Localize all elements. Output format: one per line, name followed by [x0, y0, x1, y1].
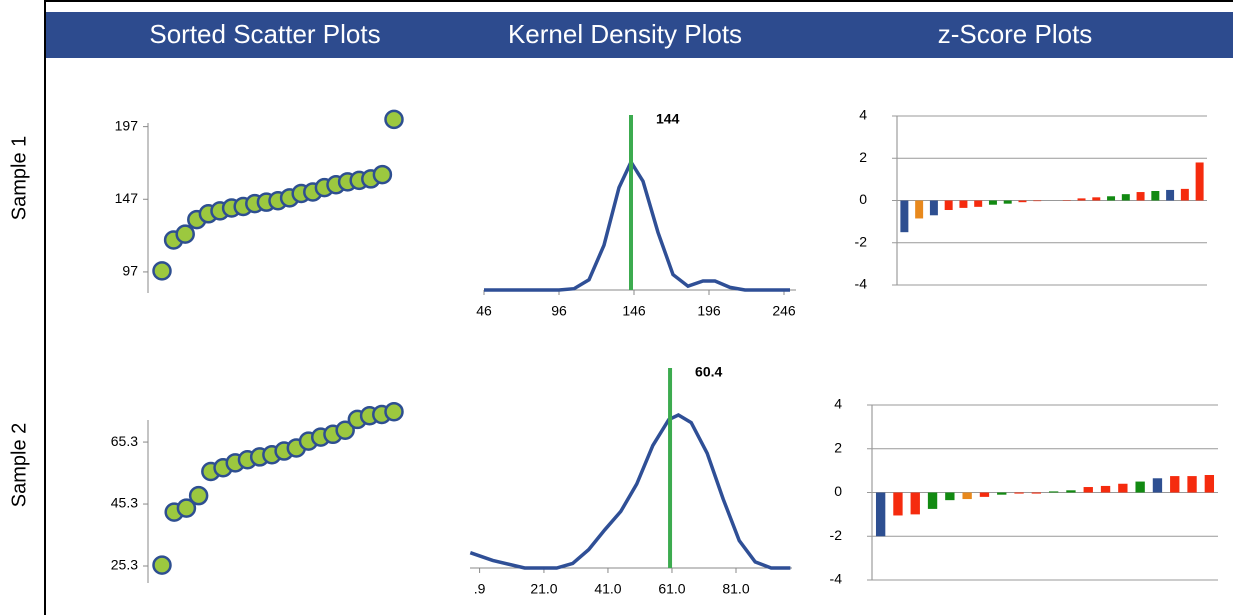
bar — [1066, 490, 1076, 493]
bar — [1170, 476, 1180, 493]
bar — [945, 492, 955, 501]
point — [152, 555, 172, 575]
point — [384, 109, 404, 130]
y-tick-label: 45.3 — [111, 495, 138, 511]
bar — [962, 492, 972, 500]
x-tick-label: 81.0 — [722, 581, 749, 597]
x-tick-label: .9 — [474, 581, 486, 597]
bar — [1033, 200, 1042, 202]
point — [384, 401, 404, 422]
bar — [959, 200, 968, 208]
bar — [893, 492, 903, 516]
bar — [1151, 190, 1160, 201]
bar — [1135, 481, 1145, 493]
y-tick-label: 0 — [859, 191, 867, 207]
bar — [1107, 196, 1116, 201]
bar — [1204, 475, 1215, 493]
bar — [974, 200, 983, 207]
bar — [929, 200, 938, 216]
x-tick-label: 146 — [622, 303, 646, 319]
bar — [1195, 162, 1204, 201]
bar — [1118, 483, 1128, 493]
y-tick-label: 97 — [122, 263, 138, 279]
y-tick-label: 197 — [115, 117, 139, 133]
bar — [1152, 478, 1163, 493]
point — [152, 261, 172, 281]
x-tick-label: 246 — [772, 303, 796, 319]
x-tick-label: 21.0 — [530, 581, 557, 597]
density-curve — [469, 413, 791, 570]
x-tick-label: 46 — [476, 303, 492, 319]
bar — [944, 200, 953, 211]
bar — [997, 492, 1007, 495]
x-tick-label: 61.0 — [658, 581, 685, 597]
bar — [1136, 192, 1145, 201]
bar — [1187, 476, 1197, 493]
header-bar — [45, 12, 1233, 58]
y-tick-label: -2 — [855, 233, 868, 249]
y-tick-label: -4 — [830, 571, 843, 587]
bar — [979, 492, 990, 497]
bar — [900, 200, 909, 233]
y-tick-label: 4 — [859, 107, 867, 123]
bar — [1083, 487, 1093, 493]
bar — [1048, 491, 1059, 493]
column-title: z-Score Plots — [938, 19, 1093, 49]
bar — [1003, 200, 1012, 204]
point — [372, 164, 393, 185]
bar — [1031, 492, 1042, 494]
point — [188, 485, 209, 506]
y-tick-label: -2 — [830, 527, 843, 543]
point — [175, 224, 195, 244]
y-tick-label: 147 — [115, 190, 139, 206]
y-tick-label: -4 — [855, 276, 868, 292]
x-tick-label: 196 — [697, 303, 721, 319]
bar — [1166, 189, 1175, 201]
bar — [1014, 492, 1024, 494]
bar — [1100, 485, 1111, 493]
y-tick-label: 0 — [834, 483, 842, 499]
column-title: Kernel Density Plots — [508, 19, 742, 49]
bar — [875, 492, 886, 537]
y-tick-label: 25.3 — [111, 557, 138, 573]
y-tick-label: 4 — [834, 396, 842, 412]
reference-label: 60.4 — [695, 364, 722, 380]
bar — [1121, 194, 1130, 201]
row-label: Sample 1 — [8, 136, 30, 221]
column-title: Sorted Scatter Plots — [149, 19, 380, 49]
bar — [1092, 197, 1101, 201]
bar — [915, 200, 924, 219]
reference-label: 144 — [656, 111, 680, 127]
bar — [927, 492, 938, 509]
y-tick-label: 2 — [834, 439, 842, 455]
point — [335, 420, 355, 441]
bar — [1018, 200, 1027, 203]
x-tick-label: 96 — [551, 303, 567, 319]
bar — [988, 200, 997, 205]
bar — [910, 492, 920, 515]
y-tick-label: 2 — [859, 149, 867, 165]
y-tick-label: 65.3 — [111, 433, 138, 449]
point — [176, 498, 197, 518]
x-tick-label: 41.0 — [594, 581, 621, 597]
bar — [1180, 188, 1189, 201]
row-label: Sample 2 — [8, 423, 30, 508]
density-curve — [484, 158, 790, 292]
bar — [1077, 198, 1086, 201]
